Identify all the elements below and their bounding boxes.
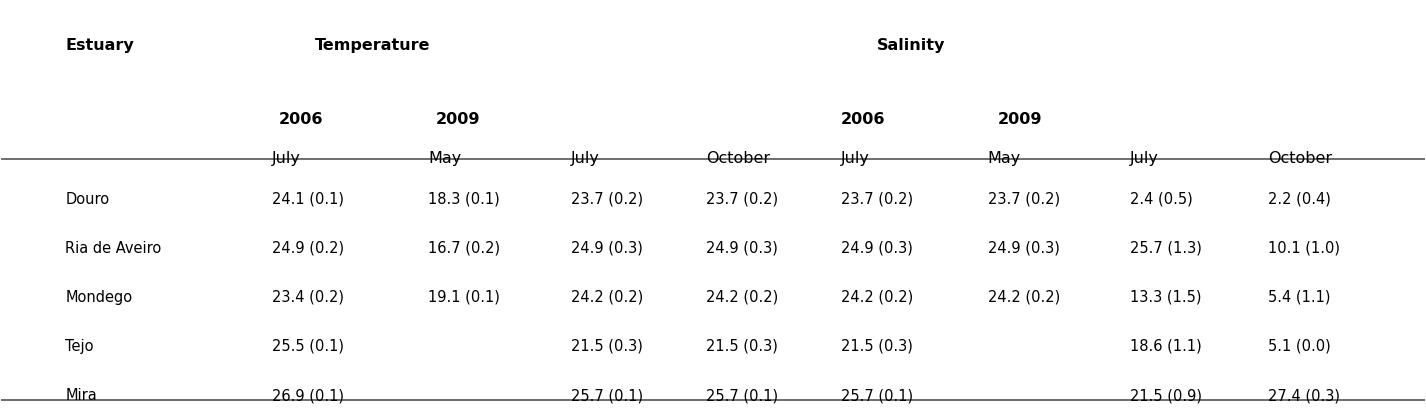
Text: July: July <box>570 151 599 166</box>
Text: 27.4 (0.3): 27.4 (0.3) <box>1268 388 1340 403</box>
Text: 2.4 (0.5): 2.4 (0.5) <box>1129 192 1192 207</box>
Text: 5.4 (1.1): 5.4 (1.1) <box>1268 290 1330 305</box>
Text: May: May <box>428 151 462 166</box>
Text: July: July <box>1129 151 1159 166</box>
Text: 24.9 (0.3): 24.9 (0.3) <box>706 241 777 256</box>
Text: Temperature: Temperature <box>315 38 431 53</box>
Text: 10.1 (1.0): 10.1 (1.0) <box>1268 241 1340 256</box>
Text: 25.7 (0.1): 25.7 (0.1) <box>706 388 779 403</box>
Text: 13.3 (1.5): 13.3 (1.5) <box>1129 290 1202 305</box>
Text: 24.9 (0.3): 24.9 (0.3) <box>841 241 913 256</box>
Text: 25.5 (0.1): 25.5 (0.1) <box>272 339 344 354</box>
Text: 16.7 (0.2): 16.7 (0.2) <box>428 241 501 256</box>
Text: 21.5 (0.9): 21.5 (0.9) <box>1129 388 1202 403</box>
Text: 24.2 (0.2): 24.2 (0.2) <box>706 290 779 305</box>
Text: 24.2 (0.2): 24.2 (0.2) <box>988 290 1060 305</box>
Text: 24.2 (0.2): 24.2 (0.2) <box>841 290 913 305</box>
Text: Douro: Douro <box>66 192 110 207</box>
Text: May: May <box>988 151 1021 166</box>
Text: October: October <box>706 151 770 166</box>
Text: 25.7 (0.1): 25.7 (0.1) <box>841 388 913 403</box>
Text: 24.9 (0.2): 24.9 (0.2) <box>272 241 344 256</box>
Text: 26.9 (0.1): 26.9 (0.1) <box>272 388 344 403</box>
Text: 2006: 2006 <box>279 112 324 127</box>
Text: Salinity: Salinity <box>877 38 945 53</box>
Text: 24.2 (0.2): 24.2 (0.2) <box>570 290 643 305</box>
Text: 24.1 (0.1): 24.1 (0.1) <box>272 192 344 207</box>
Text: 23.4 (0.2): 23.4 (0.2) <box>272 290 344 305</box>
Text: 2006: 2006 <box>841 112 886 127</box>
Text: 24.9 (0.3): 24.9 (0.3) <box>988 241 1060 256</box>
Text: 23.7 (0.2): 23.7 (0.2) <box>988 192 1060 207</box>
Text: July: July <box>272 151 301 166</box>
Text: 2009: 2009 <box>998 112 1042 127</box>
Text: 21.5 (0.3): 21.5 (0.3) <box>570 339 643 354</box>
Text: 18.6 (1.1): 18.6 (1.1) <box>1129 339 1202 354</box>
Text: 2009: 2009 <box>435 112 481 127</box>
Text: Estuary: Estuary <box>66 38 134 53</box>
Text: Tejo: Tejo <box>66 339 94 354</box>
Text: 25.7 (1.3): 25.7 (1.3) <box>1129 241 1202 256</box>
Text: 23.7 (0.2): 23.7 (0.2) <box>570 192 643 207</box>
Text: 25.7 (0.1): 25.7 (0.1) <box>570 388 643 403</box>
Text: Mondego: Mondego <box>66 290 133 305</box>
Text: 23.7 (0.2): 23.7 (0.2) <box>841 192 913 207</box>
Text: October: October <box>1268 151 1332 166</box>
Text: 21.5 (0.3): 21.5 (0.3) <box>706 339 777 354</box>
Text: 2.2 (0.4): 2.2 (0.4) <box>1268 192 1330 207</box>
Text: Ria de Aveiro: Ria de Aveiro <box>66 241 161 256</box>
Text: 23.7 (0.2): 23.7 (0.2) <box>706 192 779 207</box>
Text: Mira: Mira <box>66 388 97 403</box>
Text: July: July <box>841 151 870 166</box>
Text: 5.1 (0.0): 5.1 (0.0) <box>1268 339 1330 354</box>
Text: 24.9 (0.3): 24.9 (0.3) <box>570 241 643 256</box>
Text: 21.5 (0.3): 21.5 (0.3) <box>841 339 913 354</box>
Text: 18.3 (0.1): 18.3 (0.1) <box>428 192 501 207</box>
Text: 19.1 (0.1): 19.1 (0.1) <box>428 290 501 305</box>
